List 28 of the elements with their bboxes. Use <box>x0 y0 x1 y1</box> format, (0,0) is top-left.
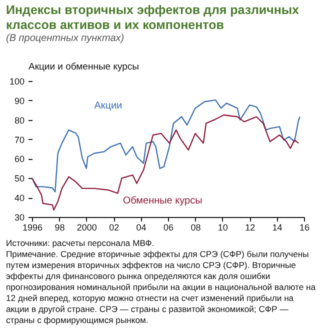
y-tick-label: 30 <box>14 212 24 222</box>
x-tick-label: 06 <box>163 222 174 232</box>
y-tick-label: 90 <box>14 96 24 106</box>
chart-title: Индексы вторичных эффектов для различных классов активов и их компонентов <box>6 3 300 33</box>
x-tick-label: 2000 <box>76 222 97 232</box>
line-series <box>32 99 301 192</box>
y-tick-label: 80 <box>14 115 24 126</box>
line-series <box>32 114 300 211</box>
x-tick-label: 02 <box>109 222 120 232</box>
x-tick-label: 98 <box>54 222 65 232</box>
x-tick-label: 16 <box>299 222 310 232</box>
y-tick-label: 50 <box>14 174 24 184</box>
y-tick-label: 100 <box>9 76 24 86</box>
x-tick-label: 12 <box>245 222 256 232</box>
y-tick-label: 70 <box>14 134 24 145</box>
x-tick-label: 10 <box>218 222 228 232</box>
y-tick-label: 60 <box>14 154 24 164</box>
chart-subtitle: (В процентных пунктах) <box>6 33 126 45</box>
y-axis-title: Акции и обменные курсы <box>28 62 140 72</box>
x-tick-label: 1996 <box>22 222 43 232</box>
text: Акции <box>94 100 122 112</box>
x-tick-label: 08 <box>190 222 201 232</box>
text: Примечание. Средние вторичные эффекты для СРЭ (СФР) были получены путем измерения вторичных эффектов на число СРЭ (СФР). Вторичные эффекты для финансового рынка определяются как доля ошибки прогнозирования номинальной прибыли на акции в национальной валюте на 12 дней вперед, которую можно отнести на счет изменений прибыли на акции в другой стране. СРЭ — страны с развитой экономикой; СФР — страны с формирующимся рынком. <box>6 249 317 326</box>
text: Источники: расчеты персонала МВФ. <box>6 238 156 249</box>
x-tick-label: 14 <box>272 222 282 232</box>
x-tick-label: 04 <box>136 222 146 232</box>
y-tick-label: 40 <box>14 193 24 204</box>
series-label: Обменные курсы <box>122 196 202 207</box>
